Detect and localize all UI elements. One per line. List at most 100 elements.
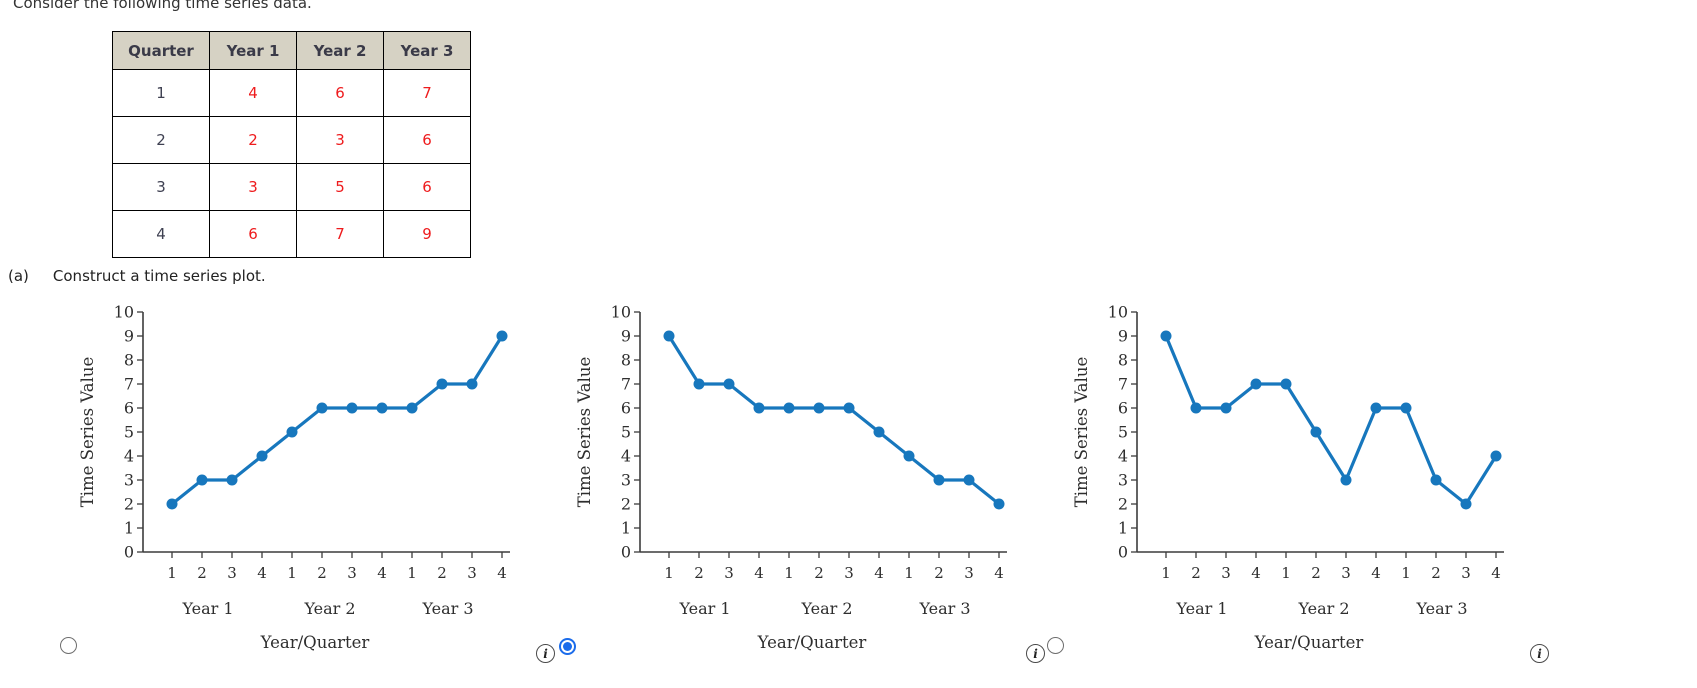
svg-text:6: 6 <box>124 399 134 418</box>
quarter-cell: 3 <box>112 163 210 211</box>
svg-text:2: 2 <box>124 495 134 514</box>
time-series-chart-3: 0 1 2 3 4 5 6 7 8 9 10 1 2 3 4 1 2 3 4 1 2 3 4 Year 1 Year 2 Year… <box>1072 295 1522 663</box>
table-row: 3 3 5 6 <box>112 163 471 211</box>
value-cell: 6 <box>383 116 471 164</box>
col-header-year3: Year 3 <box>383 31 471 70</box>
svg-text:10: 10 <box>114 303 134 322</box>
svg-text:Year 3: Year 3 <box>918 599 970 618</box>
svg-text:2: 2 <box>1431 564 1441 582</box>
svg-text:3: 3 <box>124 471 134 490</box>
svg-text:9: 9 <box>124 327 134 346</box>
svg-text:4: 4 <box>1118 447 1128 466</box>
info-glyph: i <box>543 646 548 661</box>
svg-text:3: 3 <box>724 564 734 582</box>
svg-text:7: 7 <box>124 375 134 394</box>
value-cell: 6 <box>296 69 384 117</box>
col-header-year2: Year 2 <box>296 31 384 70</box>
option-1-radio[interactable] <box>60 637 77 654</box>
time-series-chart-2: 0 1 2 3 4 5 6 7 8 9 10 1 2 3 4 1 2 3 4 1 2 3 4 Year 1 Year 2 Year… <box>575 295 1025 663</box>
question-part-a: (a) Construct a time series plot. <box>8 267 266 285</box>
svg-text:10: 10 <box>611 303 631 322</box>
svg-text:3: 3 <box>964 564 974 582</box>
svg-text:1: 1 <box>167 564 177 582</box>
svg-text:3: 3 <box>467 564 477 582</box>
option-2-radio[interactable] <box>559 638 576 655</box>
svg-text:1: 1 <box>1118 519 1128 538</box>
option-3-radio[interactable] <box>1047 637 1064 654</box>
svg-text:Year 1: Year 1 <box>181 599 233 618</box>
value-cell: 7 <box>383 69 471 117</box>
page-title: Consider the following time series data. <box>13 0 312 12</box>
svg-text:8: 8 <box>621 351 631 370</box>
col-header-year1: Year 1 <box>209 31 297 70</box>
svg-text:3: 3 <box>621 471 631 490</box>
svg-text:10: 10 <box>1108 303 1128 322</box>
quarter-cell: 4 <box>112 210 210 258</box>
svg-text:2: 2 <box>1118 495 1128 514</box>
svg-text:9: 9 <box>621 327 631 346</box>
svg-text:4: 4 <box>621 447 631 466</box>
svg-text:2: 2 <box>437 564 447 582</box>
value-cell: 2 <box>209 116 297 164</box>
svg-text:4: 4 <box>377 564 387 582</box>
svg-text:1: 1 <box>1281 564 1291 582</box>
quarter-cell: 2 <box>112 116 210 164</box>
svg-text:4: 4 <box>994 564 1004 582</box>
svg-text:1: 1 <box>1401 564 1411 582</box>
question-text: Construct a time series plot. <box>52 267 266 285</box>
table-row: 1 4 6 7 <box>112 69 471 117</box>
svg-text:6: 6 <box>1118 399 1128 418</box>
svg-text:4: 4 <box>1251 564 1261 582</box>
svg-text:2: 2 <box>197 564 207 582</box>
svg-text:5: 5 <box>621 423 631 442</box>
svg-text:0: 0 <box>124 543 134 562</box>
value-cell: 4 <box>209 69 297 117</box>
table-header-row: Quarter Year 1 Year 2 Year 3 <box>112 31 471 70</box>
svg-text:1: 1 <box>407 564 417 582</box>
svg-text:7: 7 <box>621 375 631 394</box>
svg-text:Year 1: Year 1 <box>1175 599 1227 618</box>
time-series-chart-1: 0 1 2 3 4 5 6 7 8 9 10 1 2 3 4 1 2 3 4 1 2 3 4 Year 1 Year 2 Year… <box>78 295 528 663</box>
svg-text:4: 4 <box>257 564 267 582</box>
svg-text:8: 8 <box>1118 351 1128 370</box>
svg-text:2: 2 <box>317 564 327 582</box>
svg-text:3: 3 <box>1461 564 1471 582</box>
svg-text:Year 2: Year 2 <box>1297 599 1349 618</box>
svg-text:1: 1 <box>784 564 794 582</box>
svg-text:2: 2 <box>814 564 824 582</box>
svg-text:Year 1: Year 1 <box>678 599 730 618</box>
value-cell: 5 <box>296 163 384 211</box>
svg-text:Time Series Value: Time Series Value <box>78 357 97 508</box>
svg-text:Year 3: Year 3 <box>1415 599 1467 618</box>
svg-text:2: 2 <box>621 495 631 514</box>
info-icon-1[interactable]: i <box>536 644 555 663</box>
svg-text:Year 2: Year 2 <box>800 599 852 618</box>
svg-text:Year/Quarter: Year/Quarter <box>1254 633 1364 652</box>
table-row: 2 2 3 6 <box>112 116 471 164</box>
svg-text:4: 4 <box>754 564 764 582</box>
svg-text:Year 2: Year 2 <box>303 599 355 618</box>
svg-text:Year 3: Year 3 <box>421 599 473 618</box>
svg-text:3: 3 <box>1221 564 1231 582</box>
svg-text:Time Series Value: Time Series Value <box>575 357 594 508</box>
svg-text:5: 5 <box>124 423 134 442</box>
value-cell: 7 <box>296 210 384 258</box>
svg-text:2: 2 <box>1311 564 1321 582</box>
info-icon-3[interactable]: i <box>1530 644 1549 663</box>
info-icon-2[interactable]: i <box>1026 644 1045 663</box>
svg-text:1: 1 <box>287 564 297 582</box>
svg-text:1: 1 <box>1161 564 1171 582</box>
info-glyph: i <box>1033 646 1038 661</box>
svg-text:3: 3 <box>1341 564 1351 582</box>
svg-text:1: 1 <box>664 564 674 582</box>
svg-text:2: 2 <box>934 564 944 582</box>
svg-text:4: 4 <box>1491 564 1501 582</box>
svg-text:1: 1 <box>621 519 631 538</box>
svg-text:3: 3 <box>227 564 237 582</box>
svg-text:4: 4 <box>497 564 507 582</box>
svg-text:1: 1 <box>904 564 914 582</box>
svg-text:Year/Quarter: Year/Quarter <box>757 633 867 652</box>
time-series-table: Quarter Year 1 Year 2 Year 3 1 4 6 7 2 2… <box>112 31 471 258</box>
value-cell: 9 <box>383 210 471 258</box>
